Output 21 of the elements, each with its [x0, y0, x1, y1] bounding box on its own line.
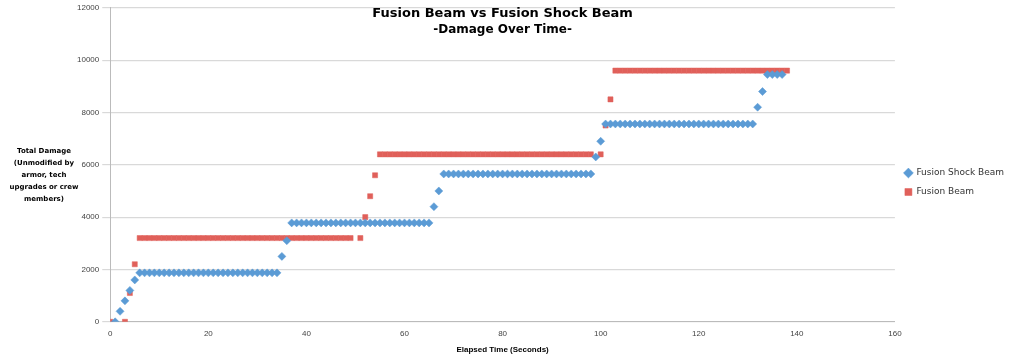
y-tick-label: 0 — [94, 317, 100, 326]
x-axis-title: Elapsed Time (Seconds) — [456, 345, 550, 355]
legend-label: Fusion Beam — [916, 186, 975, 197]
y-tick-label: 4000 — [81, 212, 100, 222]
x-tick-label: 60 — [400, 328, 410, 338]
y-tick-label: 6000 — [81, 160, 100, 169]
chart-title: Fusion Beam vs Fusion Shock Beam — [372, 5, 633, 21]
x-tick-label: 120 — [692, 328, 706, 338]
y-tick-label: 12000 — [77, 3, 100, 12]
x-tick-label: 40 — [301, 328, 312, 338]
x-tick-label: 160 — [888, 328, 903, 338]
legend-label: Fusion Shock Beam — [916, 167, 1005, 178]
text: -Damage Over Time- — [433, 21, 572, 36]
x-tick-label: 80 — [498, 328, 508, 338]
x-tick-label: 140 — [790, 328, 805, 338]
y-tick-label: 2000 — [81, 264, 100, 274]
x-tick-label: 20 — [203, 328, 214, 338]
y-tick-label: 8000 — [81, 107, 100, 117]
x-tick-label: 0 — [108, 328, 114, 338]
x-tick-label: 100 — [593, 328, 608, 338]
y-tick-label: 10000 — [77, 55, 100, 65]
